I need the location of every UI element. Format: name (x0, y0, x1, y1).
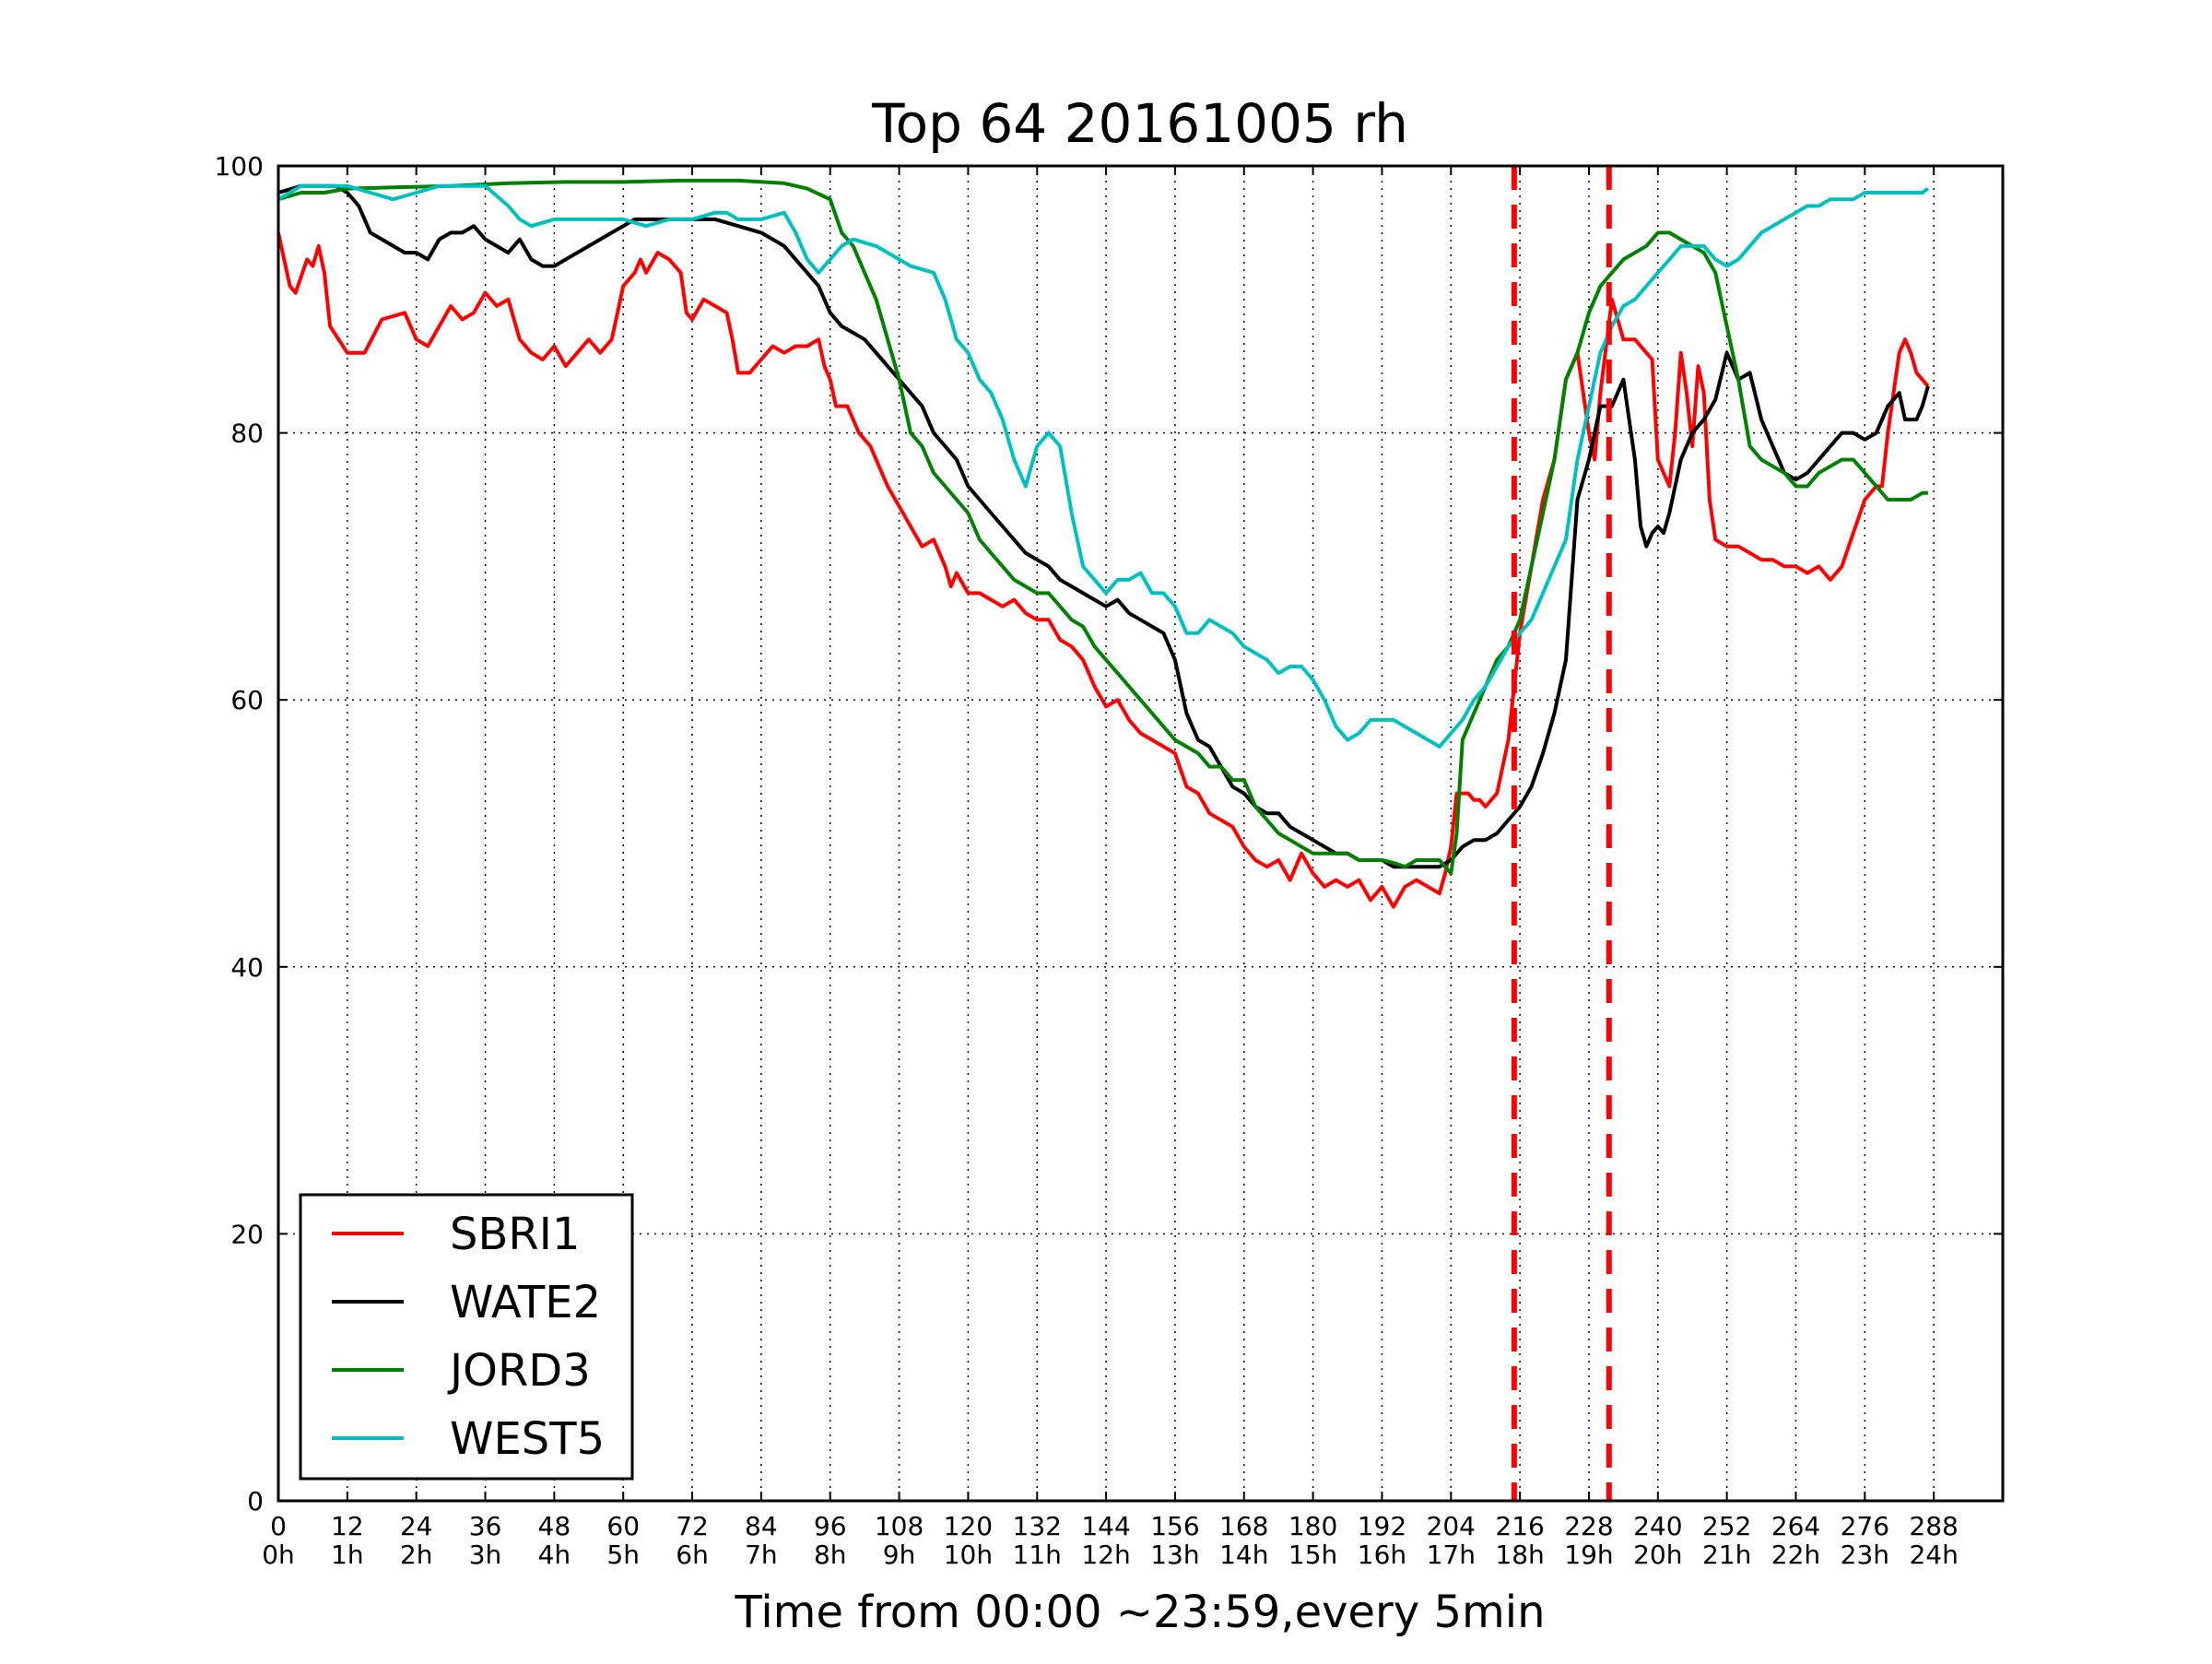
vline-layer (1511, 166, 1612, 1501)
x-tick-sublabel: 5h (606, 1540, 640, 1570)
series-line-west5 (276, 183, 1930, 749)
x-tick-sublabel: 14h (1219, 1540, 1268, 1570)
x-tick-sublabel: 9h (883, 1540, 916, 1570)
x-tick-label: 168 (1219, 1511, 1268, 1541)
x-tick-label: 60 (606, 1511, 640, 1541)
x-tick-sublabel: 15h (1288, 1540, 1337, 1570)
x-tick-sublabel: 8h (814, 1540, 847, 1570)
x-tick-sublabel: 23h (1841, 1540, 1889, 1570)
x-tick-sublabel: 0h (262, 1540, 295, 1570)
series-line-jord3 (277, 178, 1928, 876)
x-tick-label: 288 (1909, 1511, 1958, 1541)
series-layer (276, 178, 1930, 909)
y-tick-label: 0 (247, 1486, 264, 1516)
x-tick-label: 108 (875, 1511, 924, 1541)
x-tick-label: 264 (1771, 1511, 1820, 1541)
x-tick-label: 48 (538, 1511, 571, 1541)
series-line-wate2 (277, 183, 1930, 869)
x-tick-label: 132 (1013, 1511, 1062, 1541)
x-tick-label: 180 (1288, 1511, 1337, 1541)
x-tick-label: 252 (1702, 1511, 1751, 1541)
x-tick-label: 276 (1841, 1511, 1889, 1541)
tick-layer: 00h121h242h363h484h605h726h847h968h1089h… (215, 151, 2003, 1570)
x-tick-sublabel: 1h (331, 1540, 364, 1570)
x-tick-label: 204 (1427, 1511, 1476, 1541)
series-line-sbri1 (276, 231, 1930, 909)
legend-label: WATE2 (450, 1277, 601, 1328)
chart-title: Top 64 20161005 rh (871, 92, 1408, 155)
x-tick-label: 84 (745, 1511, 778, 1541)
x-tick-sublabel: 19h (1564, 1540, 1613, 1570)
x-axis-label: Time from 00:00 ~23:59,every 5min (735, 1587, 1546, 1638)
x-tick-label: 156 (1150, 1511, 1199, 1541)
x-tick-sublabel: 4h (538, 1540, 571, 1570)
x-tick-sublabel: 12h (1081, 1540, 1130, 1570)
y-tick-label: 60 (230, 685, 264, 715)
x-tick-sublabel: 13h (1150, 1540, 1199, 1570)
legend-box (299, 1193, 634, 1481)
y-tick-label: 100 (215, 151, 264, 182)
legend-label: WEST5 (450, 1413, 605, 1465)
y-tick-label: 20 (230, 1219, 264, 1249)
y-tick-label: 80 (230, 419, 264, 449)
legend-label: JORD3 (447, 1345, 591, 1397)
x-tick-label: 144 (1081, 1511, 1130, 1541)
x-tick-label: 24 (400, 1511, 433, 1541)
x-tick-label: 228 (1564, 1511, 1613, 1541)
x-tick-label: 192 (1358, 1511, 1406, 1541)
x-tick-sublabel: 11h (1013, 1540, 1062, 1570)
x-tick-sublabel: 7h (745, 1540, 778, 1570)
x-tick-label: 120 (944, 1511, 993, 1541)
x-tick-sublabel: 17h (1427, 1540, 1476, 1570)
plot-frame (276, 164, 2005, 1503)
x-tick-sublabel: 22h (1771, 1540, 1820, 1570)
x-tick-sublabel: 3h (469, 1540, 502, 1570)
x-tick-sublabel: 16h (1358, 1540, 1406, 1570)
x-tick-sublabel: 21h (1702, 1540, 1751, 1570)
x-tick-label: 12 (331, 1511, 364, 1541)
x-tick-sublabel: 6h (676, 1540, 709, 1570)
y-tick-label: 40 (230, 952, 264, 983)
x-tick-label: 216 (1495, 1511, 1544, 1541)
x-tick-label: 96 (814, 1511, 847, 1541)
legend: SBRI1 WATE2 JORD3 WEST5 (299, 1193, 634, 1481)
x-tick-sublabel: 24h (1909, 1540, 1958, 1570)
x-tick-label: 0 (270, 1511, 287, 1541)
legend-label: SBRI1 (450, 1209, 580, 1260)
x-tick-sublabel: 2h (400, 1540, 433, 1570)
grid-layer (278, 166, 2003, 1501)
x-tick-sublabel: 10h (944, 1540, 993, 1570)
x-tick-label: 72 (676, 1511, 709, 1541)
x-tick-label: 36 (469, 1511, 502, 1541)
x-tick-sublabel: 18h (1495, 1540, 1544, 1570)
x-tick-label: 240 (1633, 1511, 1682, 1541)
x-tick-sublabel: 20h (1633, 1540, 1682, 1570)
